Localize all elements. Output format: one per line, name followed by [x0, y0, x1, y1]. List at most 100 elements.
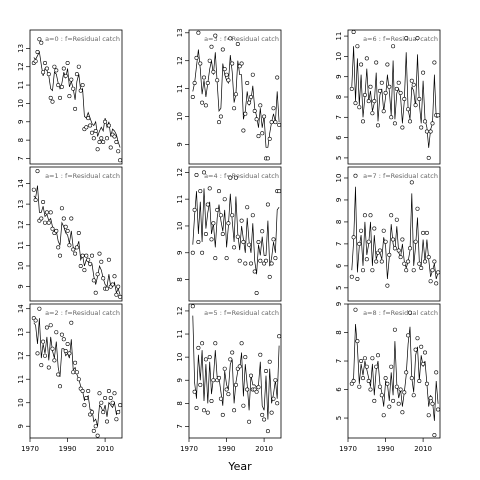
observed-point — [63, 73, 68, 78]
observed-point — [400, 410, 405, 415]
observed-point — [377, 384, 382, 389]
observed-point — [110, 400, 115, 405]
observed-point — [398, 387, 403, 392]
observed-point — [357, 105, 362, 110]
observed-point — [116, 284, 121, 289]
observed-point — [370, 356, 375, 361]
y-tick-label: 5 — [335, 286, 343, 290]
fitted-line — [192, 49, 280, 148]
y-tick-label: 8 — [335, 220, 343, 224]
observed-point — [389, 115, 394, 120]
observed-point — [230, 61, 235, 66]
observed-point — [103, 119, 108, 124]
observed-point — [203, 232, 208, 237]
observed-point — [277, 334, 282, 339]
observed-point — [394, 86, 399, 91]
observed-point — [241, 240, 246, 245]
y-tick-label: 12 — [17, 62, 25, 71]
observed-point — [205, 410, 210, 415]
observed-point — [97, 140, 102, 145]
observed-point — [114, 292, 119, 297]
observed-point — [243, 111, 248, 116]
observed-point — [190, 304, 195, 309]
observed-point — [374, 60, 379, 65]
observed-point — [383, 376, 388, 381]
y-tick-label: 9 — [17, 424, 25, 428]
observed-point — [233, 382, 238, 387]
observed-point — [252, 109, 257, 114]
observed-point — [217, 375, 222, 380]
observed-point — [99, 259, 104, 264]
observed-point — [105, 419, 110, 424]
panel-label: a=6 : f=Residual catch — [363, 35, 438, 43]
fitted-line — [192, 315, 280, 420]
observed-point — [37, 37, 42, 42]
observed-point — [387, 84, 392, 89]
observed-point — [237, 64, 242, 69]
observed-point — [33, 59, 38, 64]
observed-point — [249, 373, 254, 378]
observed-point — [222, 67, 227, 72]
panel-a5: a=5 : f=Residual catch 7 8 9 10 11 12 1970 1990 2… — [176, 303, 282, 453]
observed-point — [434, 370, 439, 375]
observed-point — [232, 106, 237, 111]
y-tick-label: 12 — [17, 351, 25, 360]
observed-point — [48, 210, 53, 215]
observed-point — [194, 173, 199, 178]
observed-point — [415, 336, 420, 341]
observed-point — [385, 381, 390, 386]
y-tick-label: 10 — [335, 52, 343, 61]
observed-point — [91, 136, 96, 141]
y-tick-label: 10 — [176, 221, 184, 230]
observed-point — [377, 248, 382, 253]
observed-point — [226, 78, 231, 83]
observed-point — [65, 341, 70, 346]
panel-a2: a=2 : f=Residual catch 9 10 11 12 13 14 1970 199… — [17, 303, 123, 453]
observed-point — [106, 257, 111, 262]
observed-point — [436, 113, 441, 118]
observed-point — [372, 398, 377, 403]
y-tick-label: 9 — [335, 198, 343, 202]
observed-point — [220, 232, 225, 237]
observed-point — [364, 56, 369, 61]
observed-point — [90, 253, 95, 258]
observed-point — [254, 117, 259, 122]
y-tick-label: 9 — [335, 74, 343, 78]
observed-point — [381, 413, 386, 418]
observed-point — [205, 202, 210, 207]
observed-point — [409, 376, 414, 381]
y-tick-label: 6 — [335, 387, 343, 392]
observed-point — [226, 392, 231, 397]
observed-point — [413, 103, 418, 108]
y-tick-label: 7 — [176, 424, 184, 428]
x-tick-label: 1970 — [339, 445, 357, 453]
observed-point — [209, 237, 214, 242]
observed-point — [271, 396, 276, 401]
observed-point — [209, 398, 214, 403]
observed-point — [357, 241, 362, 246]
panel-label: a=0 : f=Residual catch — [45, 35, 120, 43]
observed-point — [247, 419, 252, 424]
y-tick-label: 11 — [17, 81, 25, 90]
observed-point — [99, 136, 104, 141]
observed-point — [368, 213, 373, 218]
observed-point — [71, 86, 76, 91]
observed-point — [267, 359, 272, 364]
observed-point — [375, 123, 380, 128]
observed-point — [54, 330, 59, 335]
x-tick-label: 1970 — [180, 445, 198, 453]
observed-point — [196, 345, 201, 350]
observed-point — [61, 216, 66, 221]
observed-point — [245, 387, 250, 392]
observed-point — [74, 245, 79, 250]
observed-point — [67, 351, 72, 356]
y-tick-label: 8 — [335, 330, 343, 334]
panel-label: a=2 : f=Residual catch — [45, 309, 120, 317]
observed-point — [273, 120, 278, 125]
observed-point — [273, 378, 278, 383]
observed-point — [359, 358, 364, 363]
observed-point — [370, 111, 375, 116]
observed-point — [192, 389, 197, 394]
observed-point — [398, 90, 403, 95]
observed-point — [262, 114, 267, 119]
